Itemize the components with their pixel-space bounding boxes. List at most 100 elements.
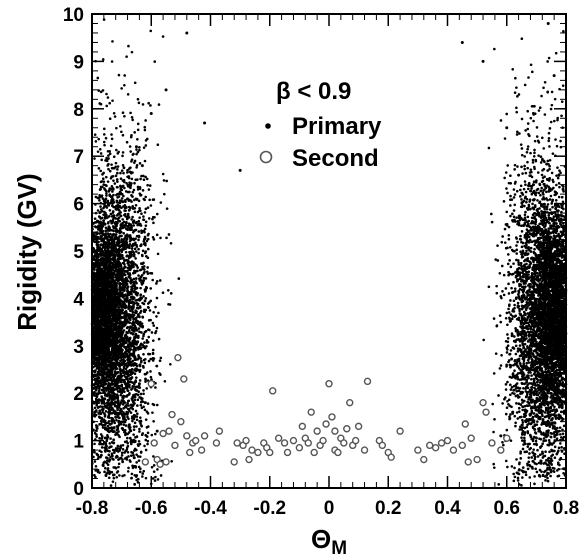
primary-point	[137, 386, 140, 389]
y-tick-label: 7	[73, 147, 84, 168]
primary-point	[93, 415, 97, 418]
primary-point	[93, 217, 97, 221]
primary-point	[110, 163, 113, 166]
primary-point	[118, 265, 122, 268]
primary-point	[145, 338, 149, 342]
primary-point	[110, 185, 114, 188]
primary-point	[94, 438, 97, 441]
primary-series	[90, 18, 568, 487]
primary-point	[137, 459, 141, 462]
primary-point	[109, 326, 113, 329]
primary-point	[142, 352, 145, 356]
primary-point	[100, 437, 104, 440]
primary-point	[108, 470, 111, 473]
primary-point	[105, 192, 108, 195]
primary-point	[104, 175, 108, 179]
primary-point	[100, 158, 103, 162]
primary-point	[122, 266, 126, 270]
primary-point	[104, 409, 108, 413]
primary-point	[109, 212, 113, 216]
primary-point	[505, 126, 509, 130]
primary-point	[122, 166, 126, 169]
primary-point	[136, 137, 139, 141]
primary-point	[134, 145, 138, 149]
primary-point	[144, 277, 148, 280]
primary-point	[132, 351, 135, 355]
primary-point	[96, 196, 100, 200]
primary-point	[102, 171, 105, 175]
primary-point	[143, 401, 147, 405]
primary-point	[115, 286, 118, 289]
primary-point	[110, 251, 114, 254]
primary-point	[133, 159, 137, 163]
primary-point	[121, 403, 125, 406]
primary-point	[118, 277, 122, 280]
primary-point	[143, 243, 147, 246]
primary-point	[122, 374, 126, 377]
primary-point	[110, 412, 114, 415]
primary-point	[135, 364, 139, 368]
primary-point	[114, 357, 117, 361]
primary-point	[105, 401, 108, 405]
primary-point	[93, 133, 97, 136]
primary-point	[91, 225, 94, 228]
primary-point	[137, 247, 140, 251]
primary-point	[147, 352, 150, 356]
primary-point	[119, 420, 123, 424]
primary-point	[156, 212, 159, 216]
primary-point	[108, 150, 111, 153]
primary-point	[124, 449, 128, 453]
primary-point	[112, 111, 116, 115]
primary-point	[106, 429, 110, 433]
primary-point	[130, 116, 134, 119]
primary-point	[127, 407, 131, 411]
primary-point	[122, 329, 126, 332]
primary-point	[130, 218, 134, 221]
primary-point	[106, 238, 109, 242]
primary-point	[94, 288, 98, 291]
primary-point	[118, 298, 122, 301]
primary-point	[120, 169, 124, 172]
primary-point	[154, 432, 157, 436]
primary-point	[142, 276, 146, 280]
primary-point	[93, 473, 96, 477]
primary-point	[108, 228, 112, 232]
y-tick-label: 1	[73, 432, 84, 453]
primary-point	[114, 304, 118, 308]
primary-point	[130, 224, 133, 228]
primary-point	[135, 269, 138, 273]
x-tick-label: 0.2	[375, 498, 401, 519]
primary-point	[147, 101, 150, 105]
primary-point	[114, 207, 118, 211]
primary-point	[141, 472, 145, 475]
primary-point	[112, 394, 116, 397]
primary-point	[134, 299, 137, 302]
primary-point	[110, 371, 114, 374]
primary-point	[131, 316, 135, 319]
x-tick-label: 0.8	[553, 498, 579, 519]
primary-point	[105, 459, 109, 462]
primary-point	[142, 240, 146, 243]
primary-point	[114, 456, 118, 459]
primary-point	[97, 412, 101, 415]
primary-point	[139, 403, 143, 407]
primary-point	[132, 425, 136, 428]
primary-point	[129, 411, 133, 414]
primary-point	[98, 423, 101, 426]
primary-point	[146, 305, 150, 309]
primary-point	[139, 467, 142, 471]
primary-point	[122, 407, 125, 410]
primary-point	[93, 406, 97, 410]
primary-point	[109, 291, 112, 295]
primary-point	[134, 257, 137, 260]
primary-point	[116, 180, 119, 183]
primary-point	[138, 330, 141, 334]
primary-point	[118, 319, 121, 322]
primary-point	[132, 219, 136, 222]
primary-point	[116, 152, 120, 155]
primary-point	[136, 481, 140, 484]
primary-point	[143, 444, 146, 448]
primary-point	[143, 361, 147, 365]
primary-point	[151, 402, 155, 406]
primary-point	[123, 273, 127, 277]
